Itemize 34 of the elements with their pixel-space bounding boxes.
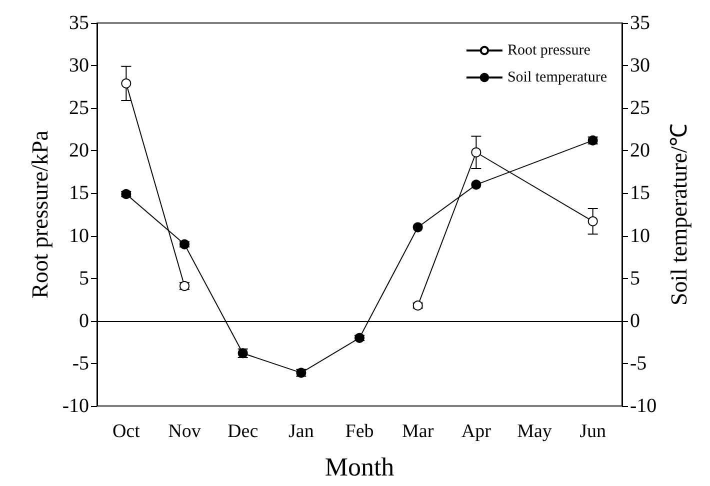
y2-tick-label: 30 — [630, 54, 650, 77]
y2-tick-label: 25 — [630, 97, 650, 120]
y-tick-label: 5 — [79, 267, 89, 290]
x-tick-label: Mar — [402, 421, 434, 442]
x-tick-label: Dec — [228, 421, 258, 442]
y-tick-label: 30 — [69, 54, 89, 77]
x-tick-label: Feb — [345, 421, 374, 442]
y-tick-label: -10 — [62, 395, 89, 417]
y2-tick-label: 5 — [630, 267, 640, 290]
x-axis-title: Month — [324, 452, 394, 482]
legend-label: Soil temperature — [507, 70, 608, 86]
y-tick-label: 10 — [69, 224, 89, 247]
y2-tick-label: 10 — [630, 224, 650, 247]
y2-axis-title: Soil temperature/℃ — [666, 123, 692, 306]
y2-tick-label: 0 — [630, 310, 640, 332]
x-tick-label: Jun — [580, 421, 607, 442]
y2-tick-label: -10 — [630, 395, 657, 417]
y-tick-label: 15 — [69, 182, 89, 204]
x-tick-label: Jan — [288, 421, 314, 442]
y-tick-label: 20 — [69, 140, 89, 162]
x-tick-label: Oct — [112, 421, 141, 442]
y2-tick-label: -5 — [630, 352, 647, 374]
y-axis-title: Root pressure/kPa — [27, 130, 52, 299]
y-tick-label: 35 — [69, 12, 89, 34]
x-tick-label: Nov — [168, 421, 202, 442]
y2-tick-label: 20 — [630, 140, 650, 162]
y-tick-label: -5 — [72, 352, 89, 374]
x-tick-label: May — [517, 421, 552, 442]
y2-tick-label: 35 — [630, 12, 650, 34]
x-tick-label: Apr — [461, 421, 492, 442]
y-tick-label: 0 — [79, 310, 89, 332]
y2-tick-label: 15 — [630, 182, 650, 204]
legend-label: Root pressure — [507, 42, 591, 58]
y-tick-label: 25 — [69, 97, 89, 120]
